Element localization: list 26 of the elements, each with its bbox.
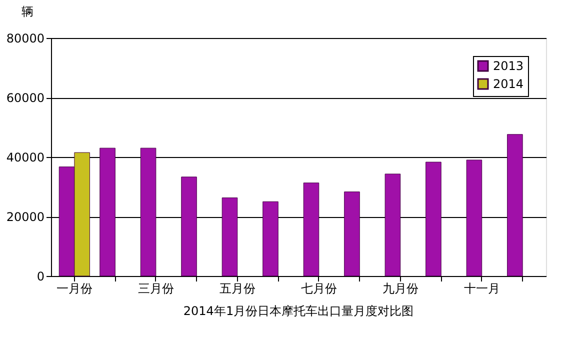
bar xyxy=(181,176,197,276)
bar xyxy=(466,160,482,276)
x-tick-label: 一月份 xyxy=(56,282,92,296)
x-tick-label: 五月份 xyxy=(219,282,256,296)
bar xyxy=(140,148,156,276)
legend-label: 2014 xyxy=(493,77,524,91)
y-axis-title: 辆 xyxy=(22,4,34,18)
x-tick-label: 七月份 xyxy=(300,282,337,296)
bar xyxy=(222,198,238,276)
bar xyxy=(507,134,523,276)
x-tick-label: 九月份 xyxy=(382,282,418,296)
bar xyxy=(303,182,320,276)
legend-label: 2013 xyxy=(493,59,524,73)
x-tick-label: 十一月 xyxy=(464,282,500,296)
y-tick-label: 80000 xyxy=(6,32,44,46)
y-tick-label: 20000 xyxy=(6,210,44,224)
bar xyxy=(384,174,401,276)
x-tick-label: 三月份 xyxy=(138,282,174,296)
y-tick-label: 0 xyxy=(36,270,44,284)
bar xyxy=(426,162,442,276)
y-tick-label: 40000 xyxy=(6,150,44,164)
bar xyxy=(344,192,360,276)
text: 2014年1月份日本摩托车出口量月度对比图 xyxy=(183,304,414,318)
y-tick-label: 60000 xyxy=(6,91,44,105)
bar xyxy=(100,148,116,276)
bar xyxy=(262,201,278,276)
